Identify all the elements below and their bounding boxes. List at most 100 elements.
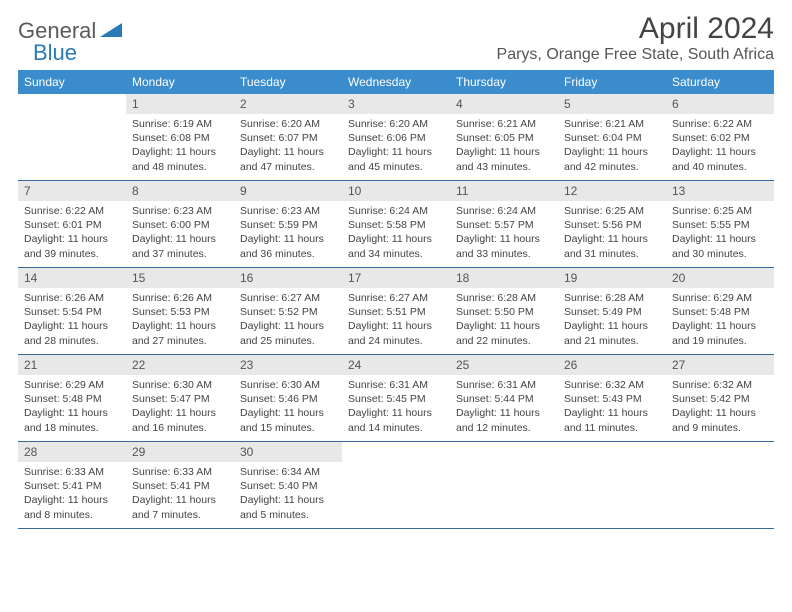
cell-day-number: 21 [18,355,126,375]
sunrise-text: Sunrise: 6:24 AM [348,204,444,218]
daylight-text: Daylight: 11 hours and 18 minutes. [24,406,120,434]
sunrise-text: Sunrise: 6:23 AM [132,204,228,218]
sunset-text: Sunset: 5:41 PM [132,479,228,493]
sunset-text: Sunset: 5:54 PM [24,305,120,319]
location-text: Parys, Orange Free State, South Africa [497,46,774,64]
day-headers-row: Sunday Monday Tuesday Wednesday Thursday… [18,70,774,94]
logo-triangle-icon [100,21,122,42]
daylight-text: Daylight: 11 hours and 47 minutes. [240,145,336,173]
cell-body: Sunrise: 6:29 AMSunset: 5:48 PMDaylight:… [18,375,126,441]
cell-body: Sunrise: 6:25 AMSunset: 5:56 PMDaylight:… [558,201,666,267]
cell-day-number: 8 [126,181,234,201]
week-row: 14Sunrise: 6:26 AMSunset: 5:54 PMDayligh… [18,268,774,355]
cell-day-number: 12 [558,181,666,201]
sunrise-text: Sunrise: 6:26 AM [24,291,120,305]
sunset-text: Sunset: 5:46 PM [240,392,336,406]
cell-day-number: 4 [450,94,558,114]
cell-day-number: 29 [126,442,234,462]
daylight-text: Daylight: 11 hours and 15 minutes. [240,406,336,434]
sunset-text: Sunset: 5:58 PM [348,218,444,232]
calendar-cell: 3Sunrise: 6:20 AMSunset: 6:06 PMDaylight… [342,94,450,180]
daylight-text: Daylight: 11 hours and 25 minutes. [240,319,336,347]
sunset-text: Sunset: 5:43 PM [564,392,660,406]
cell-body: Sunrise: 6:23 AMSunset: 5:59 PMDaylight:… [234,201,342,267]
sunset-text: Sunset: 6:00 PM [132,218,228,232]
daylight-text: Daylight: 11 hours and 19 minutes. [672,319,768,347]
sunrise-text: Sunrise: 6:22 AM [24,204,120,218]
cell-day-number: 13 [666,181,774,201]
calendar-cell: 2Sunrise: 6:20 AMSunset: 6:07 PMDaylight… [234,94,342,180]
cell-body: Sunrise: 6:24 AMSunset: 5:58 PMDaylight:… [342,201,450,267]
cell-body: Sunrise: 6:32 AMSunset: 5:42 PMDaylight:… [666,375,774,441]
cell-day-number: 18 [450,268,558,288]
calendar-cell: 9Sunrise: 6:23 AMSunset: 5:59 PMDaylight… [234,181,342,267]
calendar-cell: 1Sunrise: 6:19 AMSunset: 6:08 PMDaylight… [126,94,234,180]
cell-day-number: 28 [18,442,126,462]
cell-day-number: 25 [450,355,558,375]
cell-day-number: 24 [342,355,450,375]
calendar-cell: 4Sunrise: 6:21 AMSunset: 6:05 PMDaylight… [450,94,558,180]
sunset-text: Sunset: 6:02 PM [672,131,768,145]
sunrise-text: Sunrise: 6:24 AM [456,204,552,218]
daylight-text: Daylight: 11 hours and 27 minutes. [132,319,228,347]
month-title: April 2024 [497,12,774,46]
cell-body: Sunrise: 6:28 AMSunset: 5:49 PMDaylight:… [558,288,666,354]
sunset-text: Sunset: 5:59 PM [240,218,336,232]
daylight-text: Daylight: 11 hours and 22 minutes. [456,319,552,347]
cell-body: Sunrise: 6:19 AMSunset: 6:08 PMDaylight:… [126,114,234,180]
cell-body: Sunrise: 6:22 AMSunset: 6:02 PMDaylight:… [666,114,774,180]
daylight-text: Daylight: 11 hours and 24 minutes. [348,319,444,347]
calendar-cell: 11Sunrise: 6:24 AMSunset: 5:57 PMDayligh… [450,181,558,267]
weeks-container: 1Sunrise: 6:19 AMSunset: 6:08 PMDaylight… [18,94,774,529]
sunrise-text: Sunrise: 6:34 AM [240,465,336,479]
daylight-text: Daylight: 11 hours and 40 minutes. [672,145,768,173]
cell-body: Sunrise: 6:20 AMSunset: 6:06 PMDaylight:… [342,114,450,180]
sunset-text: Sunset: 5:48 PM [24,392,120,406]
cell-day-number: 27 [666,355,774,375]
cell-body: Sunrise: 6:31 AMSunset: 5:44 PMDaylight:… [450,375,558,441]
day-header-tue: Tuesday [234,70,342,94]
sunset-text: Sunset: 5:52 PM [240,305,336,319]
sunrise-text: Sunrise: 6:31 AM [456,378,552,392]
week-row: 7Sunrise: 6:22 AMSunset: 6:01 PMDaylight… [18,181,774,268]
cell-day-number: 17 [342,268,450,288]
calendar-cell: 13Sunrise: 6:25 AMSunset: 5:55 PMDayligh… [666,181,774,267]
cell-day-number: 7 [18,181,126,201]
day-header-sun: Sunday [18,70,126,94]
calendar-cell: 25Sunrise: 6:31 AMSunset: 5:44 PMDayligh… [450,355,558,441]
cell-body: Sunrise: 6:24 AMSunset: 5:57 PMDaylight:… [450,201,558,267]
week-row: 28Sunrise: 6:33 AMSunset: 5:41 PMDayligh… [18,442,774,529]
calendar: Sunday Monday Tuesday Wednesday Thursday… [18,70,774,529]
cell-day-number: 19 [558,268,666,288]
sunset-text: Sunset: 5:55 PM [672,218,768,232]
cell-day-number: 11 [450,181,558,201]
daylight-text: Daylight: 11 hours and 7 minutes. [132,493,228,521]
sunrise-text: Sunrise: 6:28 AM [456,291,552,305]
sunrise-text: Sunrise: 6:32 AM [672,378,768,392]
sunrise-text: Sunrise: 6:26 AM [132,291,228,305]
week-row: 21Sunrise: 6:29 AMSunset: 5:48 PMDayligh… [18,355,774,442]
calendar-cell: 21Sunrise: 6:29 AMSunset: 5:48 PMDayligh… [18,355,126,441]
cell-body [558,448,666,508]
cell-body: Sunrise: 6:20 AMSunset: 6:07 PMDaylight:… [234,114,342,180]
calendar-cell: 28Sunrise: 6:33 AMSunset: 5:41 PMDayligh… [18,442,126,528]
daylight-text: Daylight: 11 hours and 21 minutes. [564,319,660,347]
calendar-cell: 7Sunrise: 6:22 AMSunset: 6:01 PMDaylight… [18,181,126,267]
cell-day-number: 9 [234,181,342,201]
daylight-text: Daylight: 11 hours and 11 minutes. [564,406,660,434]
calendar-cell: 12Sunrise: 6:25 AMSunset: 5:56 PMDayligh… [558,181,666,267]
sunset-text: Sunset: 5:56 PM [564,218,660,232]
calendar-cell: 20Sunrise: 6:29 AMSunset: 5:48 PMDayligh… [666,268,774,354]
cell-body [666,448,774,508]
daylight-text: Daylight: 11 hours and 45 minutes. [348,145,444,173]
sunset-text: Sunset: 5:51 PM [348,305,444,319]
sunrise-text: Sunrise: 6:28 AM [564,291,660,305]
daylight-text: Daylight: 11 hours and 33 minutes. [456,232,552,260]
sunrise-text: Sunrise: 6:25 AM [564,204,660,218]
cell-body: Sunrise: 6:32 AMSunset: 5:43 PMDaylight:… [558,375,666,441]
sunrise-text: Sunrise: 6:22 AM [672,117,768,131]
daylight-text: Daylight: 11 hours and 28 minutes. [24,319,120,347]
daylight-text: Daylight: 11 hours and 43 minutes. [456,145,552,173]
sunset-text: Sunset: 6:06 PM [348,131,444,145]
daylight-text: Daylight: 11 hours and 31 minutes. [564,232,660,260]
